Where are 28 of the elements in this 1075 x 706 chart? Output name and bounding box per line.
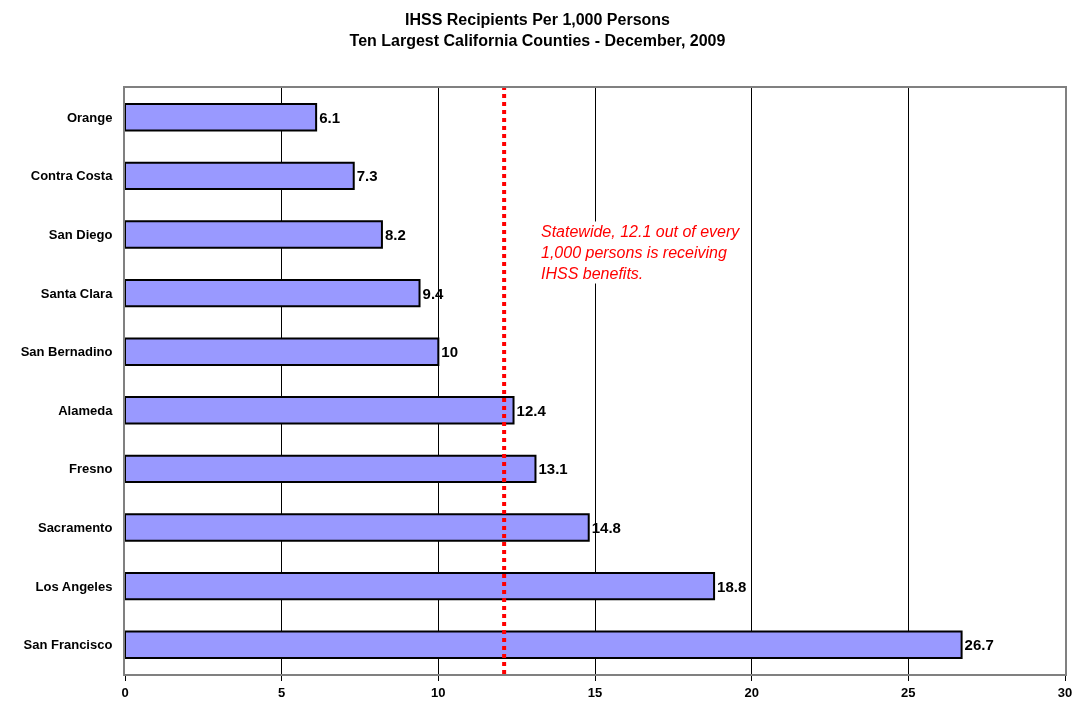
data-label: 12.4 xyxy=(516,401,547,419)
y-tick-label: San Diego xyxy=(48,227,113,243)
x-tick-label: 30 xyxy=(1057,684,1073,700)
y-tick-label: Contra Costa xyxy=(30,168,114,184)
data-label: 8.2 xyxy=(384,226,406,244)
x-tick-label: 25 xyxy=(901,684,916,700)
x-tick-label: 20 xyxy=(744,684,759,700)
y-tick-label: San Bernadino xyxy=(20,344,113,360)
data-label: 7.3 xyxy=(356,167,378,185)
data-label: 13.1 xyxy=(538,460,568,478)
x-tick-label: 5 xyxy=(278,684,286,700)
x-tick-label: 15 xyxy=(587,684,603,700)
chart-title: IHSS Recipients Per 1,000 Persons xyxy=(404,10,671,28)
y-tick-label: Sacramento xyxy=(37,520,113,536)
x-tick-label: 10 xyxy=(431,684,446,700)
ref-line-label: Statewide, 12.1 out of every 1,000 persons is receiving IHSS benefits. xyxy=(541,223,741,282)
data-label: 18.8 xyxy=(717,577,747,595)
y-tick-label: Santa Clara xyxy=(40,285,114,301)
y-tick-label: Alameda xyxy=(58,402,114,418)
y-tick-label: Fresno xyxy=(69,461,113,477)
chart-subtitle: Ten Largest California Counties - December, 2009 xyxy=(349,31,726,49)
y-tick-label: Los Angeles xyxy=(35,578,113,594)
x-tick-label: 0 xyxy=(121,684,129,700)
data-label: 10 xyxy=(441,343,459,361)
y-tick-label: Orange xyxy=(66,109,113,125)
y-tick-label: San Francisco xyxy=(23,637,113,653)
data-label: 26.7 xyxy=(964,636,994,654)
data-label: 6.1 xyxy=(319,108,340,126)
